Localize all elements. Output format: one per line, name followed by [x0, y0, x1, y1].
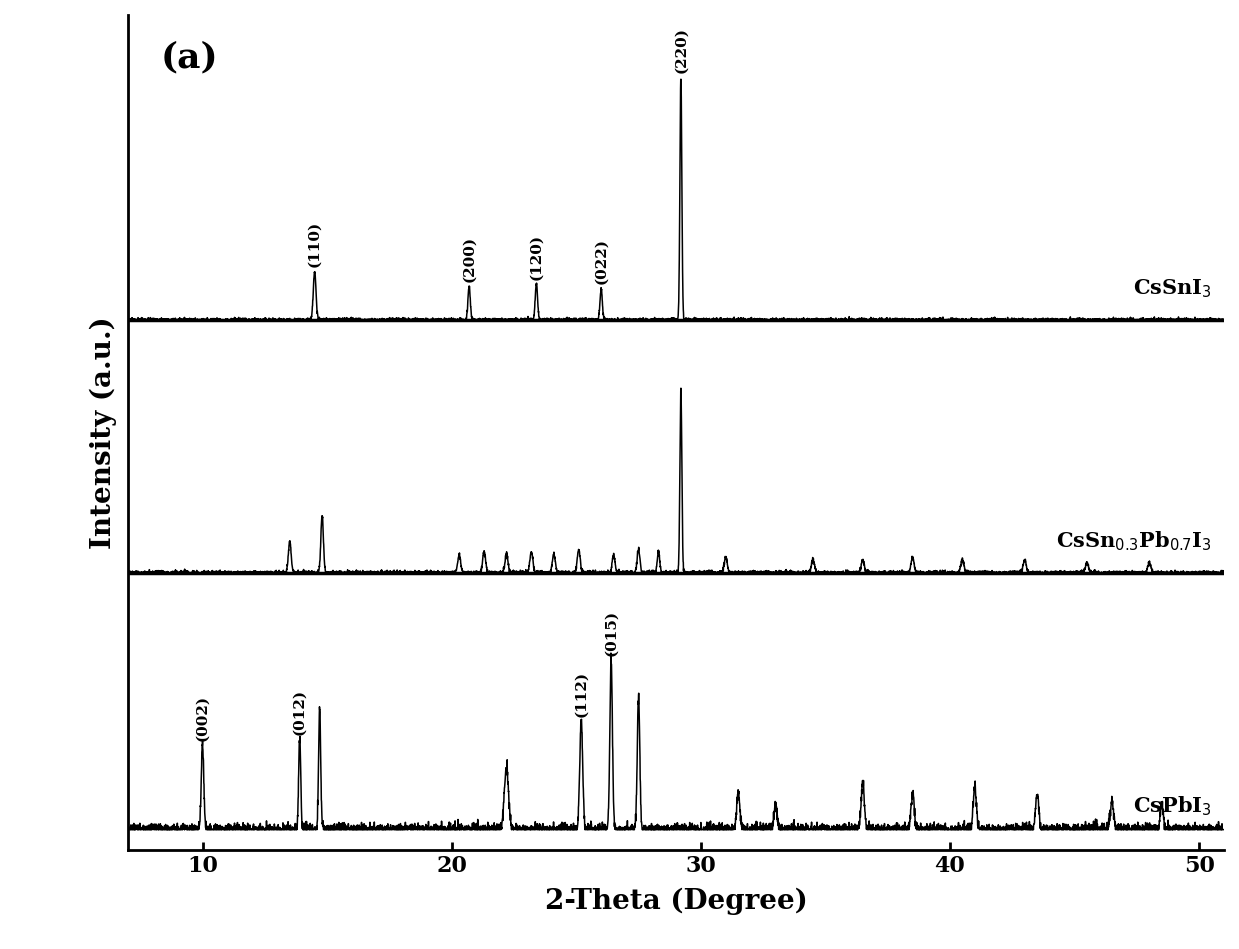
Text: (012): (012): [292, 689, 307, 735]
Text: (220): (220): [674, 27, 688, 73]
Text: (110): (110): [307, 221, 322, 268]
Text: (112): (112): [574, 671, 589, 716]
Text: (015): (015): [605, 610, 618, 656]
Text: CsSn$_{0.3}$Pb$_{0.7}$I$_3$: CsSn$_{0.3}$Pb$_{0.7}$I$_3$: [1056, 530, 1212, 552]
Text: CsSnI$_3$: CsSnI$_3$: [1132, 277, 1212, 300]
X-axis label: 2-Theta (Degree): 2-Theta (Degree): [544, 887, 808, 915]
Text: (a): (a): [161, 40, 218, 74]
Text: CsPbI$_3$: CsPbI$_3$: [1132, 794, 1212, 818]
Text: (200): (200): [462, 236, 476, 282]
Text: (002): (002): [196, 695, 209, 741]
Text: (022): (022): [595, 238, 608, 285]
Text: (120): (120): [529, 233, 544, 280]
Y-axis label: Intensity (a.u.): Intensity (a.u.): [89, 316, 116, 549]
